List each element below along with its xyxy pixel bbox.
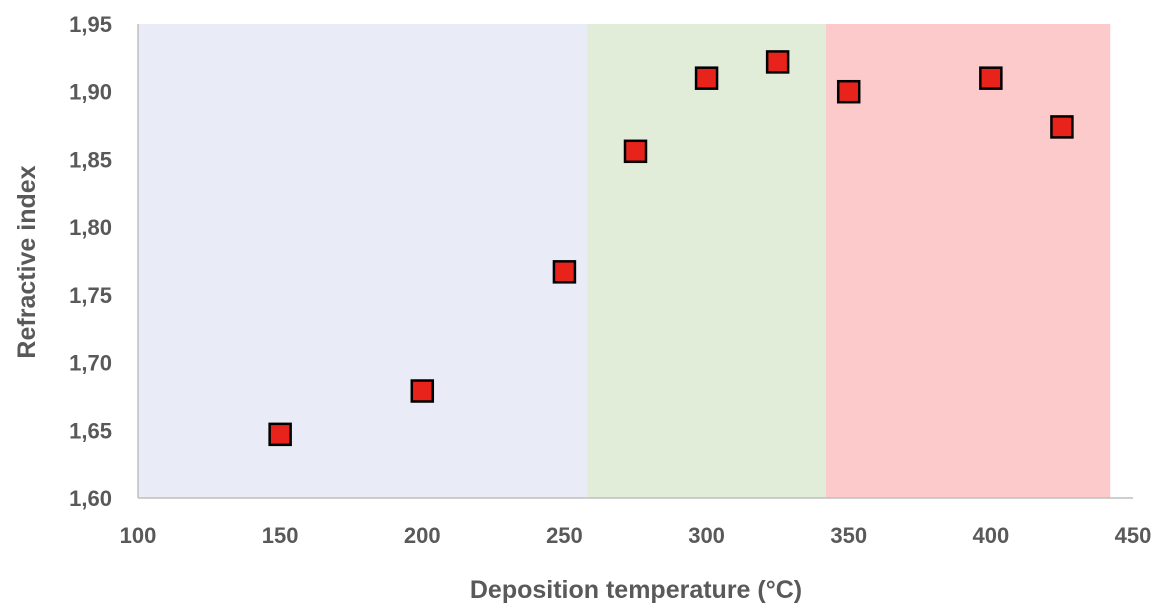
data-point: [410, 379, 435, 403]
region-band-1: [138, 24, 588, 498]
y-tick-label: 1,60: [69, 486, 112, 511]
x-tick-label: 300: [688, 523, 725, 548]
x-tick-label: 450: [1115, 523, 1152, 548]
region-band-3: [825, 24, 1111, 498]
data-point: [979, 66, 1003, 90]
x-tick-label: 150: [262, 523, 299, 548]
data-points: [268, 50, 1074, 447]
x-tick-label: 200: [404, 523, 441, 548]
data-point: [1050, 115, 1074, 139]
x-tick-label: 350: [830, 523, 867, 548]
x-tick-label: 250: [546, 523, 583, 548]
data-point: [268, 422, 292, 447]
y-tick-label: 1,70: [69, 351, 112, 376]
y-tick-label: 1,85: [69, 147, 112, 172]
region-bands: [138, 24, 1111, 498]
y-tick-label: 1,90: [69, 80, 112, 105]
tick-labels: 100 150 200 250 300 350 400 450 1,60 1,65 1,70 1,75…: [69, 12, 1151, 548]
x-axis-title: Deposition temperature (°C): [470, 576, 802, 604]
data-point: [623, 139, 648, 164]
y-tick-label: 1,80: [69, 215, 112, 240]
data-point: [836, 79, 861, 104]
y-tick-label: 1,95: [69, 12, 112, 37]
data-point: [694, 66, 719, 90]
data-point: [765, 50, 790, 74]
x-tick-label: 100: [120, 523, 157, 548]
y-axis-title: Refractive index: [13, 165, 41, 358]
y-tick-label: 1,65: [69, 418, 112, 443]
region-band-2: [587, 24, 826, 498]
data-point: [552, 260, 577, 284]
axes: [137, 24, 1133, 499]
y-tick-label: 1,75: [69, 283, 112, 308]
x-tick-label: 400: [972, 523, 1009, 548]
